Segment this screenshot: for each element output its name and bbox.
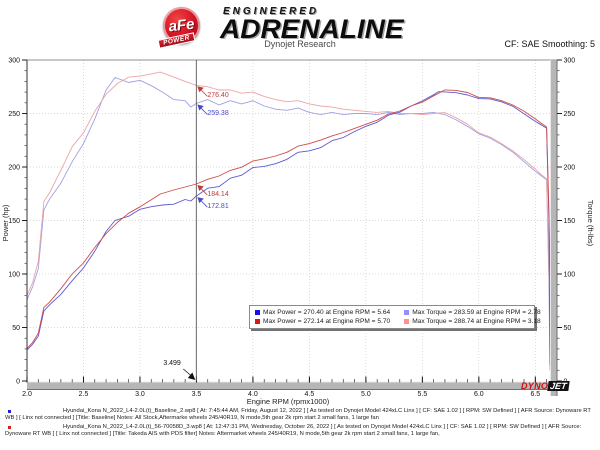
dyno-plot[interactable]: 0050501001001501502002002502503003002.02… [0,0,600,410]
svg-text:150: 150 [564,218,576,225]
cursor-arrow-icon [197,104,204,111]
cursor-rpm-label: 3.499 [163,360,181,367]
series-curve-2 [26,91,551,365]
right-axis-bar [550,60,557,396]
svg-text:300: 300 [8,58,20,65]
svg-text:2.0: 2.0 [22,391,32,398]
svg-text:6.5: 6.5 [530,391,540,398]
legend-swatch-blue [255,310,260,315]
svg-text:100: 100 [564,272,576,279]
x-axis-label-rpm: Engine RPM (rpmx1000) [246,397,330,406]
legend-swatch-red [255,319,260,324]
legend-entry-max-torque-takeda: Max Torque = 288.74 at Engine RPM = 3.18 [404,317,541,326]
afe-adrenaline-logo: aFe POWER ENGINEERED ADRENALINE [157,2,447,52]
legend-swatch-light-red [404,319,410,324]
legend-text: Max Torque = 288.74 at Engine RPM = 3.18 [412,318,541,325]
svg-text:4.0: 4.0 [248,391,258,398]
legend-swatch-light-blue [404,310,410,315]
smoothing-label: CF: SAE Smoothing: 5 [504,39,595,49]
svg-text:50: 50 [564,325,572,332]
legend-text: Max Torque = 283.59 at Engine RPM = 2.78 [412,309,541,316]
run-descriptions: Hyundai_Kona N_2022_L4-2.0L(t)_Baseline_… [5,408,597,441]
y-axis-label-torque: Torque (ft-lbs) [586,199,595,247]
svg-text:150: 150 [8,218,20,225]
svg-text:5.0: 5.0 [361,391,371,398]
dynojet-watermark-dyno: DYNO [521,381,549,391]
svg-text:100: 100 [8,272,20,279]
svg-text:2.5: 2.5 [79,391,89,398]
svg-text:200: 200 [564,165,576,172]
run-text: Hyundai_Kona N_2022_L4-2.0L(t)_56-70058D… [5,424,582,438]
svg-text:250: 250 [564,111,576,118]
footer-run-intake: Hyundai_Kona N_2022_L4-2.0L(t)_56-70058D… [5,424,597,438]
svg-text:0: 0 [16,379,20,386]
cursor-arrow-icon [197,184,204,191]
y-axis-label-power: Power (hp) [1,204,10,242]
svg-text:50: 50 [12,325,20,332]
svg-text:3.0: 3.0 [135,391,145,398]
svg-text:3.5: 3.5 [192,391,202,398]
cursor-value-torque-takeda: 276.40 [207,92,229,100]
cursor-value-power-takeda: 184.14 [207,190,229,198]
legend-entry-max-power-takeda: Max Power = 272.14 at Engine RPM = 5.70 [255,317,390,326]
chart-subtitle: Dynojet Research [264,39,336,49]
cursor-arrow-icon [197,86,204,93]
svg-text:6.0: 6.0 [474,391,484,398]
adrenaline-text: ADRENALINE [220,14,404,44]
cursor-rpm-arrow-icon [187,372,196,380]
dynojet-watermark-jet: JET [547,381,570,391]
svg-text:4.5: 4.5 [305,391,315,398]
run-bullet-blue [8,409,11,413]
svg-text:200: 200 [8,165,20,172]
engineered-text: ENGINEERED [223,6,320,17]
footer-run-baseline: Hyundai_Kona N_2022_L4-2.0L(t)_Baseline_… [5,408,597,422]
x-axis-bar [27,382,550,389]
dynojet-watermark: DYNOJET [521,381,570,391]
svg-text:5.5: 5.5 [417,391,427,398]
svg-text:250: 250 [8,111,20,118]
legend-text: Max Power = 272.14 at Engine RPM = 5.70 [263,318,391,325]
legend-entry-max-power-baseline: Max Power = 270.40 at Engine RPM = 5.64 [255,308,390,317]
series-curve-3 [26,89,552,349]
run-bullet-red [8,425,11,429]
cursor-arrow-icon [197,197,204,204]
run-text: Hyundai_Kona N_2022_L4-2.0L(t)_Baseline_… [5,408,591,421]
legend-entry-max-torque-baseline: Max Torque = 283.59 at Engine RPM = 2.78 [404,308,541,317]
legend-text: Max Power = 270.40 at Engine RPM = 5.64 [263,309,391,316]
series-curve-1 [26,71,552,330]
svg-text:300: 300 [564,58,576,65]
legend-box: Max Power = 270.40 at Engine RPM = 5.64 … [249,305,541,329]
cursor-value-torque-baseline: 259.38 [207,110,229,118]
cursor-value-power-baseline: 172.81 [207,203,229,211]
